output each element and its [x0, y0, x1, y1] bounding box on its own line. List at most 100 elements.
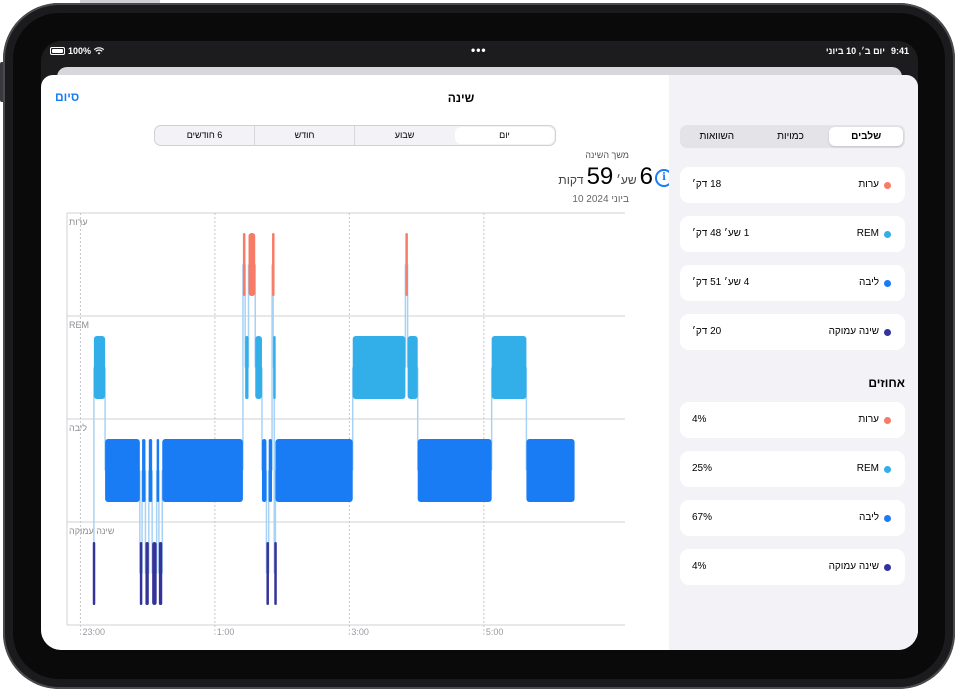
card-value: 20 דק׳ — [692, 326, 722, 337]
awake-dot-icon — [884, 416, 891, 424]
percent-card-deep[interactable]: שינה עמוקה 4% — [680, 549, 905, 585]
range-selector: יום שבוע חודש 6 חודשים — [154, 125, 556, 146]
stage-label: ערות — [69, 217, 88, 227]
tab-six-months[interactable]: 6 חודשים — [186, 130, 223, 140]
page-title: שינה — [447, 91, 475, 105]
stage-bar — [417, 439, 492, 502]
stage-bar — [248, 233, 256, 296]
card-value: 4% — [692, 414, 707, 425]
rem-dot-icon — [884, 465, 891, 473]
stage-bar — [407, 336, 418, 399]
stage-bar — [162, 439, 243, 502]
core-dot-icon — [884, 514, 891, 522]
view-segmented-control: שלבים כמויות השוואות — [680, 125, 905, 148]
status-bar: 100% ••• 9:41 יום ב׳, 10 ביוני — [41, 41, 918, 61]
done-button[interactable]: סיום — [55, 90, 80, 104]
battery-percent: 100% — [68, 46, 92, 56]
device-screen: 100% ••• 9:41 יום ב׳, 10 ביוני סיום שינה… — [41, 41, 918, 650]
stage-bar — [266, 542, 269, 605]
card-label: ערות — [858, 179, 879, 190]
card-label: שינה עמוקה — [828, 561, 879, 572]
stage-bar — [275, 439, 353, 502]
stage-bar — [272, 233, 275, 296]
card-value: 25% — [692, 463, 713, 474]
sleep-stages-chart: 23:00 1:00 3:00 5:00 ערות REM ליבה שינה עמוקה — [66, 212, 625, 637]
awake-dot-icon — [884, 181, 891, 189]
stage-bar — [274, 542, 277, 605]
status-date: יום ב׳, 10 ביוני — [825, 46, 885, 56]
duration-card-awake[interactable]: ערות 18 דק׳ — [680, 167, 905, 203]
segment-stages[interactable]: שלבים — [829, 127, 903, 146]
stage-label: שינה עמוקה — [69, 526, 115, 536]
deep-dot-icon — [884, 328, 891, 336]
stage-bar — [242, 233, 246, 296]
stage-bar — [156, 439, 160, 502]
stage-bar — [148, 439, 153, 502]
status-time: 9:41 — [890, 46, 909, 56]
minutes-value: 59 — [586, 163, 614, 190]
stage-bar — [245, 336, 249, 399]
card-value: 67% — [692, 512, 713, 523]
card-value: 18 דק׳ — [692, 179, 722, 190]
hours-value: 6 — [639, 163, 653, 190]
summary-caption: משך השינה — [585, 150, 629, 160]
percent-card-rem[interactable]: REM 25% — [680, 451, 905, 487]
stage-bar — [255, 336, 262, 399]
stage-bar — [405, 233, 408, 296]
tick-label: 1:00 — [217, 627, 235, 637]
stage-label: ליבה — [69, 423, 87, 433]
tick-label: 5:00 — [486, 627, 504, 637]
stage-bar — [491, 336, 527, 399]
sidebar: שלבים כמויות השוואות ערות 18 דק׳ REM 1 ש… — [669, 75, 918, 650]
duration-card-rem[interactable]: REM 1 שע׳ 48 דק׳ — [680, 216, 905, 252]
top-button — [80, 0, 160, 4]
stage-bar — [145, 542, 149, 605]
tab-month[interactable]: חודש — [254, 126, 354, 145]
stage-bar — [268, 439, 273, 502]
stage-bar — [261, 439, 267, 502]
stage-bar — [139, 542, 143, 605]
multitasking-dots[interactable]: ••• — [471, 43, 487, 57]
card-value: 4% — [692, 561, 707, 572]
card-label: ליבה — [858, 277, 879, 288]
card-label: שינה עמוקה — [828, 326, 879, 337]
percent-card-awake[interactable]: ערות 4% — [680, 402, 905, 438]
stage-bar — [93, 336, 106, 399]
segment-amounts[interactable]: כמויות — [777, 131, 804, 142]
stage-bar — [105, 439, 140, 502]
stage-bar — [158, 542, 163, 605]
tick-label: 23:00 — [82, 627, 105, 637]
wifi-icon — [94, 47, 105, 55]
tab-day[interactable]: יום — [455, 127, 554, 144]
minutes-unit: דקות — [558, 173, 584, 187]
summary-date: 10 ביוני 2024 — [572, 194, 629, 205]
duration-card-deep[interactable]: שינה עמוקה 20 דק׳ — [680, 314, 905, 350]
stage-bar — [152, 542, 157, 605]
card-label: REM — [856, 463, 879, 474]
percentages-title: אחוזים — [868, 376, 905, 390]
rem-dot-icon — [884, 230, 891, 238]
stage-bar — [526, 439, 575, 502]
percent-card-core[interactable]: ליבה 67% — [680, 500, 905, 536]
battery-icon — [50, 47, 65, 55]
sleep-modal: סיום שינה יום שבוע חודש 6 חודשים משך השי… — [41, 75, 918, 650]
duration-card-core[interactable]: ליבה 4 שע׳ 51 דק׳ — [680, 265, 905, 301]
sleep-duration: 6 שע׳ 59 דקות — [558, 163, 653, 190]
core-dot-icon — [884, 279, 891, 287]
volume-button — [0, 62, 5, 102]
stage-label: REM — [69, 320, 89, 330]
stage-bar — [92, 542, 96, 605]
hours-unit: שע׳ — [616, 173, 637, 187]
tick-label: 3:00 — [351, 627, 369, 637]
deep-dot-icon — [884, 563, 891, 571]
card-value: 4 שע׳ 51 דק׳ — [692, 277, 750, 288]
card-value: 1 שע׳ 48 דק׳ — [692, 228, 750, 239]
stage-bar — [352, 336, 406, 399]
tab-week[interactable]: שבוע — [354, 126, 454, 145]
card-label: REM — [856, 228, 879, 239]
stage-bar — [142, 439, 146, 502]
card-label: ליבה — [858, 512, 879, 523]
stage-bar — [273, 336, 276, 399]
card-label: ערות — [858, 414, 879, 425]
segment-comparisons[interactable]: השוואות — [699, 131, 735, 142]
